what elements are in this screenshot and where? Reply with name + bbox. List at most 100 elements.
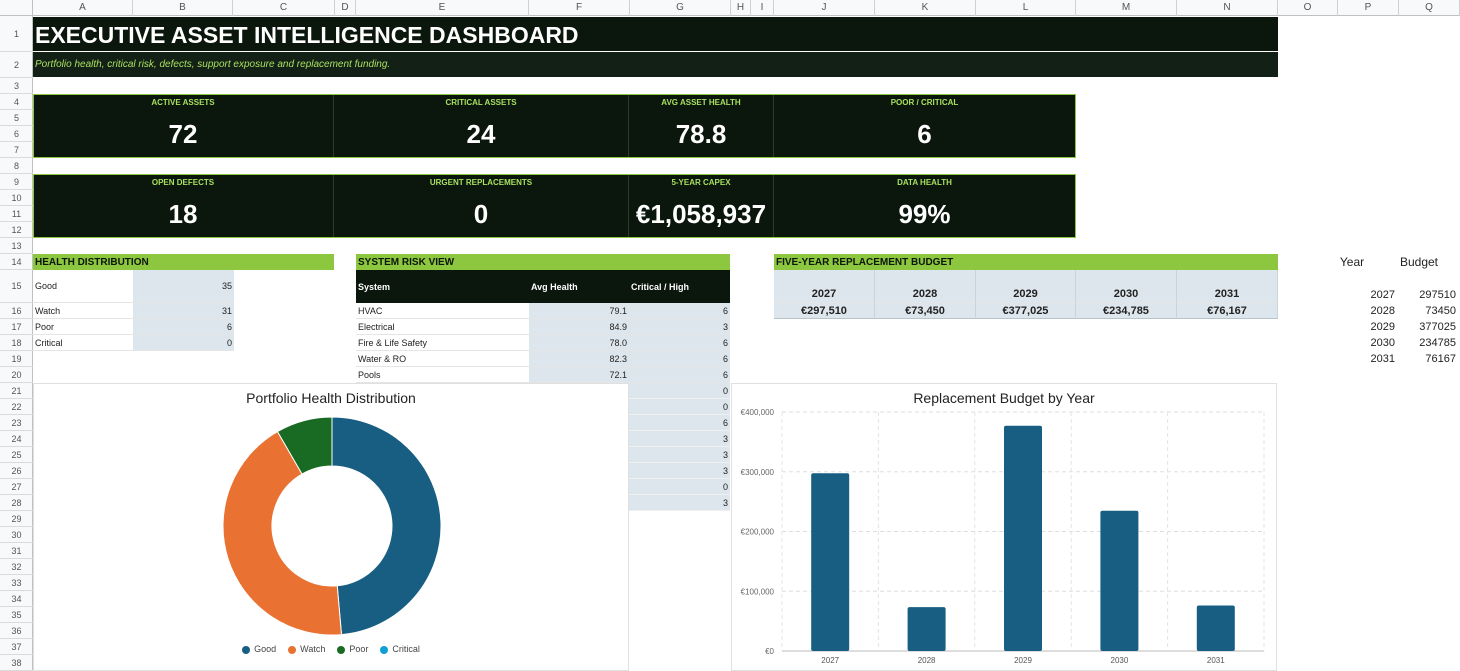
row-header-3[interactable]: 3: [0, 78, 33, 94]
column-header-p[interactable]: P: [1338, 0, 1399, 16]
row-header-25[interactable]: 25: [0, 447, 33, 463]
row-header-12[interactable]: 12: [0, 222, 33, 238]
risk-col-header[interactable]: Avg Health: [529, 270, 629, 303]
row-header-1[interactable]: 1: [0, 17, 33, 52]
row-header-16[interactable]: 16: [0, 303, 33, 319]
row-header-21[interactable]: 21: [0, 383, 33, 399]
row-header-2[interactable]: 2: [0, 52, 33, 78]
row-header-31[interactable]: 31: [0, 543, 33, 559]
side-year: 2027: [1370, 289, 1395, 301]
row-header-30[interactable]: 30: [0, 527, 33, 543]
legend-item-critical[interactable]: Critical: [380, 644, 420, 654]
row-header-29[interactable]: 29: [0, 511, 33, 527]
row-header-17[interactable]: 17: [0, 319, 33, 335]
row-header-26[interactable]: 26: [0, 463, 33, 479]
page-title: EXECUTIVE ASSET INTELLIGENCE DASHBOARD: [35, 22, 579, 48]
column-header-f[interactable]: F: [529, 0, 630, 16]
risk-avg-health: 72.1: [529, 367, 629, 383]
column-header-k[interactable]: K: [875, 0, 976, 16]
side-header-budget: Budget: [1399, 255, 1439, 269]
legend-swatch: [380, 645, 389, 654]
kpi-label: DATA HEALTH: [774, 174, 1076, 190]
row-header-6[interactable]: 6: [0, 126, 33, 142]
kpi-value: 18: [33, 190, 334, 238]
y-tick-label: €200,000: [741, 528, 775, 537]
column-header-b[interactable]: B: [133, 0, 233, 16]
row-header-32[interactable]: 32: [0, 559, 33, 575]
row-header-5[interactable]: 5: [0, 110, 33, 126]
kpi-label: CRITICAL ASSETS: [334, 94, 629, 110]
kpi-label: POOR / CRITICAL: [774, 94, 1076, 110]
legend-item-good[interactable]: Good: [242, 644, 276, 654]
budget-bar-chart[interactable]: Replacement Budget by Year €0 €100,000 €20…: [731, 383, 1277, 671]
row-header-11[interactable]: 11: [0, 206, 33, 222]
column-header-g[interactable]: G: [630, 0, 731, 16]
column-header-j[interactable]: J: [774, 0, 875, 16]
row-header-37[interactable]: 37: [0, 639, 33, 655]
donut-slice-poor[interactable]: [276, 416, 333, 475]
health-label: Poor: [33, 319, 133, 335]
column-header-i[interactable]: I: [751, 0, 774, 16]
row-header-13[interactable]: 13: [0, 238, 33, 254]
column-header-n[interactable]: N: [1177, 0, 1278, 16]
row-header-28[interactable]: 28: [0, 495, 33, 511]
row-header-35[interactable]: 35: [0, 607, 33, 623]
column-header-a[interactable]: A: [33, 0, 133, 16]
budget-amount: €234,785: [1076, 303, 1177, 319]
budget-table-header: FIVE-YEAR REPLACEMENT BUDGET: [774, 254, 1278, 270]
row-header-36[interactable]: 36: [0, 623, 33, 639]
legend-item-watch[interactable]: Watch: [288, 644, 325, 654]
row-header-18[interactable]: 18: [0, 335, 33, 351]
column-header-e[interactable]: E: [356, 0, 529, 16]
column-header-q[interactable]: Q: [1399, 0, 1460, 16]
column-header-c[interactable]: C: [233, 0, 335, 16]
row-header-20[interactable]: 20: [0, 367, 33, 383]
kpi-value: 78.8: [629, 110, 774, 158]
row-header-10[interactable]: 10: [0, 190, 33, 206]
bar-2027[interactable]: [811, 473, 850, 651]
row-header-9[interactable]: 9: [0, 174, 33, 190]
row-header-34[interactable]: 34: [0, 591, 33, 607]
risk-critical-high: 3: [629, 431, 730, 447]
legend-item-poor[interactable]: Poor: [337, 644, 368, 654]
row-header-4[interactable]: 4: [0, 94, 33, 110]
row-header-27[interactable]: 27: [0, 479, 33, 495]
row-header-23[interactable]: 23: [0, 415, 33, 431]
risk-system: Fire & Life Safety: [356, 335, 529, 351]
budget-amount: €73,450: [875, 303, 976, 319]
bar-2028[interactable]: [907, 607, 946, 651]
bar-2031[interactable]: [1196, 605, 1235, 651]
select-all-corner[interactable]: [0, 0, 33, 16]
subtitle-band: Portfolio health, critical risk, defects…: [33, 52, 1278, 77]
side-budget: 377025: [1419, 321, 1456, 333]
column-header-h[interactable]: H: [731, 0, 751, 16]
row-header-8[interactable]: 8: [0, 158, 33, 174]
risk-col-header[interactable]: System: [356, 270, 529, 303]
column-header-m[interactable]: M: [1076, 0, 1177, 16]
budget-year: 2031: [1177, 270, 1278, 303]
row-header-7[interactable]: 7: [0, 142, 33, 158]
row-header-22[interactable]: 22: [0, 399, 33, 415]
column-header-l[interactable]: L: [976, 0, 1076, 16]
row-header-19[interactable]: 19: [0, 351, 33, 367]
row-header-14[interactable]: 14: [0, 254, 33, 270]
bar-2029[interactable]: [1004, 425, 1042, 651]
row-header-33[interactable]: 33: [0, 575, 33, 591]
risk-critical-high: 3: [629, 463, 730, 479]
kpi-label: AVG ASSET HEALTH: [629, 94, 774, 110]
y-tick-label: €300,000: [741, 468, 775, 477]
row-header-24[interactable]: 24: [0, 431, 33, 447]
risk-col-header[interactable]: Critical / High: [629, 270, 730, 303]
donut-slice-good[interactable]: [331, 416, 442, 636]
risk-critical-high: 6: [629, 415, 730, 431]
column-header-o[interactable]: O: [1278, 0, 1338, 16]
risk-avg-health: 84.9: [529, 319, 629, 335]
donut-slice-watch[interactable]: [222, 430, 343, 636]
column-header-d[interactable]: D: [335, 0, 356, 16]
row-header-15[interactable]: 15: [0, 270, 33, 303]
bar-2030[interactable]: [1100, 510, 1139, 651]
risk-critical-high: 3: [629, 447, 730, 463]
row-header-38[interactable]: 38: [0, 655, 33, 671]
side-year: 2028: [1370, 305, 1395, 317]
health-donut-chart[interactable]: Portfolio Health Distribution Good Watch P…: [33, 383, 629, 671]
